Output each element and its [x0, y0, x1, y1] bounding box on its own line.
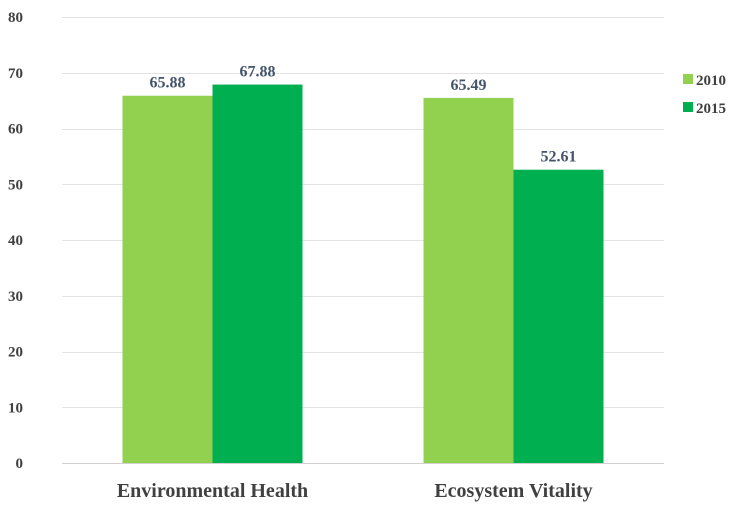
x-axis: Environmental Health Ecosystem Vitality — [117, 480, 593, 502]
bar — [122, 95, 213, 464]
bar — [513, 169, 604, 463]
y-tick-label: 50 — [8, 177, 23, 193]
data-label: 65.88 — [150, 75, 186, 92]
y-tick-label: 20 — [8, 345, 23, 361]
data-label: 52.61 — [541, 149, 577, 166]
y-tick-label: 40 — [8, 233, 23, 249]
data-label: 67.88 — [240, 64, 276, 81]
legend-label: 2010 — [696, 73, 726, 89]
y-tick-label: 30 — [8, 289, 23, 305]
legend-swatch — [683, 102, 693, 112]
legend-swatch — [683, 74, 693, 84]
y-tick-label: 80 — [8, 10, 23, 26]
y-tick-label: 0 — [16, 456, 24, 472]
y-tick-label: 10 — [8, 400, 23, 416]
data-labels: 65.88 67.88 65.49 52.61 — [150, 64, 577, 166]
bars — [122, 84, 604, 464]
bar — [212, 84, 303, 463]
y-tick-label: 60 — [8, 122, 23, 138]
data-label: 65.49 — [451, 77, 487, 94]
legend-label: 2015 — [696, 101, 726, 117]
category-label: Environmental Health — [117, 480, 308, 502]
bar — [423, 97, 514, 463]
y-tick-label: 70 — [8, 66, 23, 82]
y-axis: 0 10 20 30 40 50 60 70 80 — [8, 10, 23, 472]
legend: 2010 2015 — [683, 73, 726, 117]
category-label: Ecosystem Vitality — [434, 480, 592, 502]
